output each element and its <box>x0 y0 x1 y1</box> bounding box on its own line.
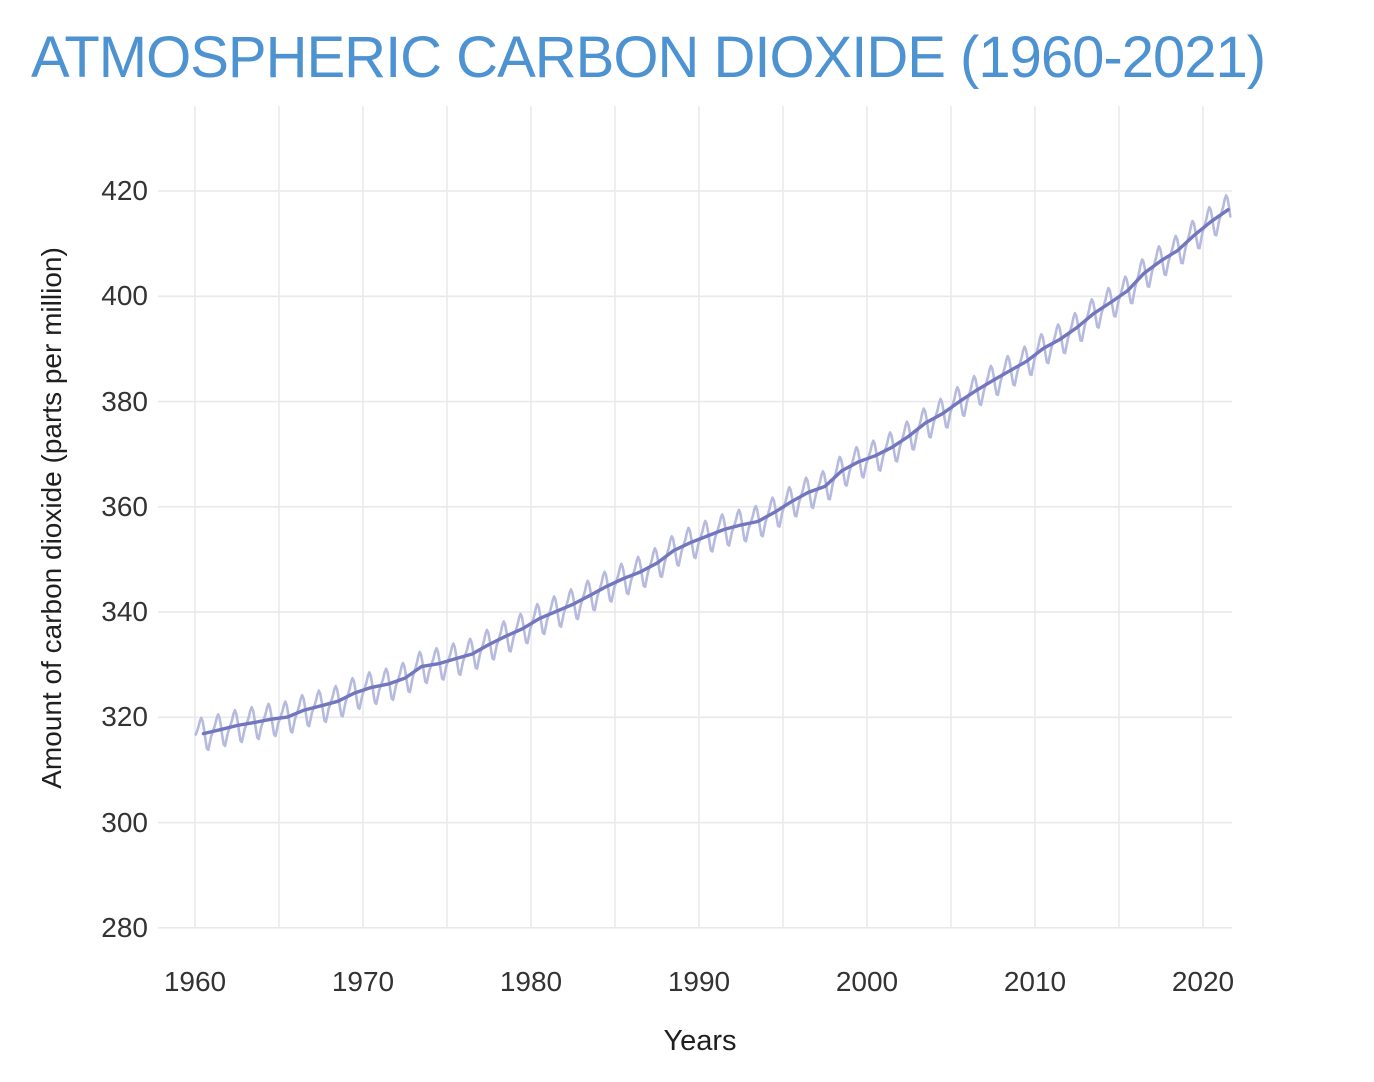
chart-title: ATMOSPHERIC CARBON DIOXIDE (1960-2021) <box>31 25 1266 90</box>
y-tick-label: 400 <box>101 280 148 312</box>
vertical-gridlines <box>194 106 1204 928</box>
horizontal-gridlines <box>158 190 1232 929</box>
y-tick-label: 280 <box>101 911 148 943</box>
y-tick-label: 320 <box>101 701 148 733</box>
x-tick-label: 1980 <box>499 966 563 997</box>
y-tick-label: 420 <box>101 175 148 206</box>
x-tick-label: 2000 <box>835 966 899 997</box>
x-tick-label: 1970 <box>331 966 395 997</box>
y-tick-label: 380 <box>101 385 148 417</box>
x-tick-label: 2020 <box>1171 966 1235 997</box>
seasonal-co2-line <box>194 194 1232 752</box>
y-tick-label: 300 <box>101 806 148 838</box>
y-tick-label: 360 <box>101 490 148 522</box>
y-tick-label: 340 <box>101 596 148 628</box>
x-tick-label: 1960 <box>163 966 227 997</box>
x-tick-label: 1990 <box>667 966 731 997</box>
annual-trend-line <box>201 208 1230 736</box>
x-tick-label: 2010 <box>1003 966 1067 997</box>
x-axis-title: Years <box>663 1025 737 1057</box>
